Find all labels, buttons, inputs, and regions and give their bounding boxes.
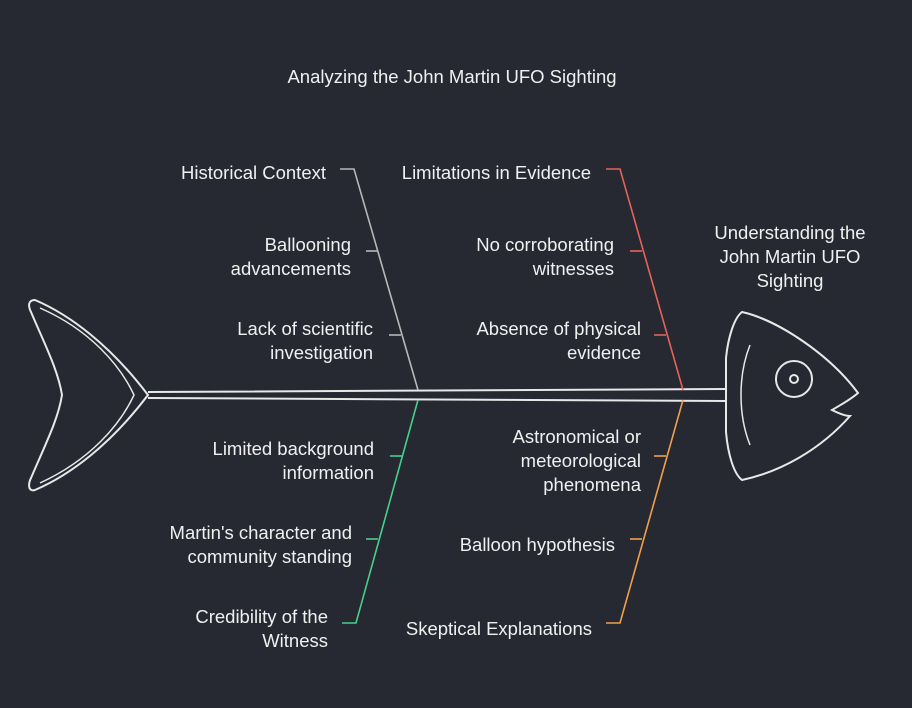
bone-skeptical	[606, 399, 684, 624]
cause-scientific-investigation: Lack of scientific investigation	[237, 318, 373, 363]
fish-tail-inner	[39, 307, 135, 484]
cause-corroborating-witnesses: No corroborating witnesses	[476, 234, 614, 279]
diagram-title: Analyzing the John Martin UFO Sighting	[287, 66, 617, 87]
fish-eye-inner	[789, 374, 799, 384]
fish-tail	[28, 298, 150, 492]
cause-background-information: Limited background information	[212, 438, 374, 483]
bone-historical	[340, 168, 419, 391]
fish-spine	[147, 388, 727, 402]
fish-head	[725, 310, 860, 482]
cause-astronomical-phenomena: Astronomical or meteorological phenomena	[512, 426, 641, 495]
cause-balloon-hypothesis: Balloon hypothesis	[459, 534, 615, 555]
category-label-skeptical: Skeptical Explanations	[405, 618, 592, 639]
cause-physical-evidence: Absence of physical evidence	[476, 318, 641, 363]
cause-character-standing: Martin's character and community standin…	[169, 522, 352, 567]
effect-label: Understanding the John Martin UFO Sighti…	[714, 222, 866, 291]
category-label-evidence: Limitations in Evidence	[401, 162, 591, 183]
category-label-historical: Historical Context	[181, 162, 326, 183]
bone-evidence	[606, 168, 684, 391]
fish-eye-outer	[775, 360, 813, 398]
category-label-witness: Credibility of the Witness	[195, 606, 328, 651]
fish-gill	[740, 344, 751, 446]
bone-witness	[342, 399, 419, 624]
cause-ballooning: Ballooning advancements	[230, 234, 351, 279]
